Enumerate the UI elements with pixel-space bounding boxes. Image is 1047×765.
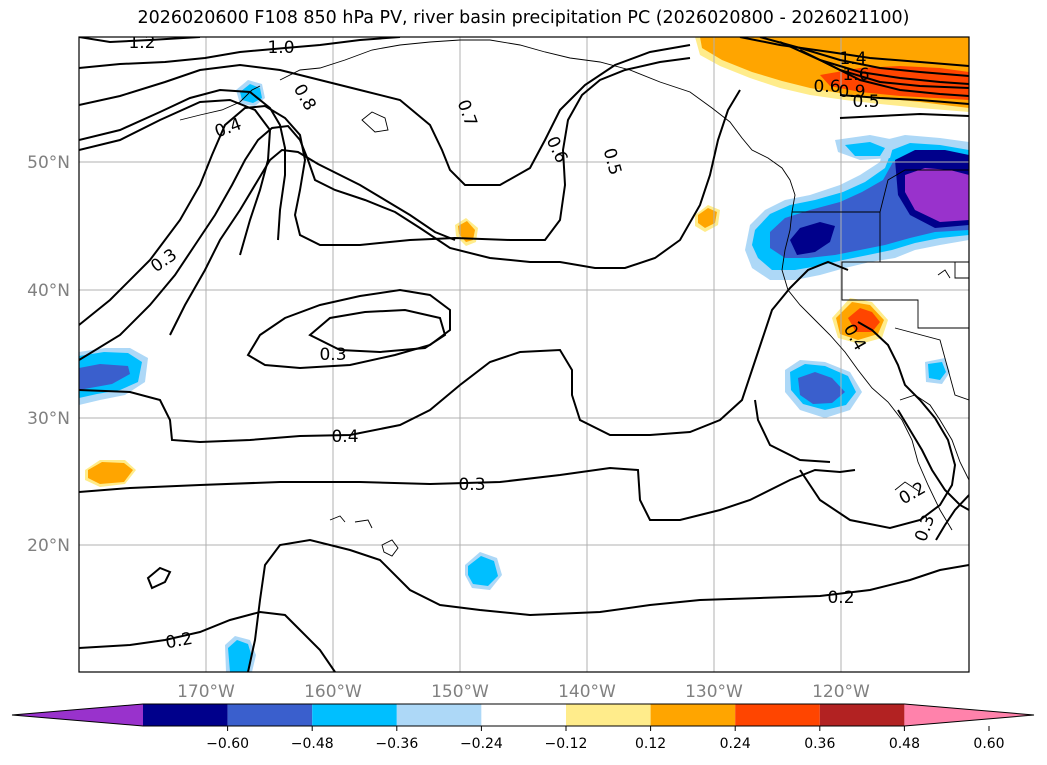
colorbar-tick-label: 0.48 xyxy=(889,736,920,752)
contour-label: 0.7 xyxy=(453,97,481,129)
contour-label: 0.4 xyxy=(331,427,358,447)
colorbar: −0.60 −0.48 −0.36 −0.24 −0.12 0.12 0.24 0.36 0.4… xyxy=(11,703,1035,752)
colorbar-extend-high xyxy=(904,704,1034,726)
colorbar-segment xyxy=(735,704,820,726)
map-frame xyxy=(78,36,970,673)
pv-contours xyxy=(79,37,969,672)
contour-label: 0.3 xyxy=(458,475,485,495)
contour-label: 0.8 xyxy=(289,81,320,114)
contour-label: 1.0 xyxy=(267,38,294,58)
contour-label: 1.4 xyxy=(839,49,866,69)
lon-label: 140°W xyxy=(558,682,616,702)
colorbar-outline xyxy=(11,703,1035,727)
longitude-labels: 170°W 160°W 150°W 140°W 130°W 120°W xyxy=(177,682,870,702)
colorbar-segment xyxy=(566,704,651,726)
colorbar-tick-label: −0.36 xyxy=(375,736,418,752)
contour-label: 0.3 xyxy=(319,345,346,365)
colorbar-extend-low xyxy=(12,704,143,726)
contour-label: 0.9 xyxy=(838,82,865,102)
map-title: 2026020600 F108 850 hPa PV, river basin … xyxy=(137,8,910,28)
contour-labels: 1.2 1.0 0.8 0.4 0.7 0.6 0.5 0.3 0.3 0.4 … xyxy=(128,33,939,653)
colorbar-segment xyxy=(227,704,313,726)
contour-label: 0.2 xyxy=(896,478,929,509)
contour-label: 0.6 xyxy=(813,77,840,97)
contour-label: 0.5 xyxy=(599,146,625,177)
colorbar-tick-label: −0.60 xyxy=(206,736,249,752)
colorbar-tick-label: −0.48 xyxy=(291,736,334,752)
lon-label: 120°W xyxy=(812,682,870,702)
contour-label: 0.5 xyxy=(852,92,879,112)
colorbar-segment xyxy=(396,704,482,726)
contour-label: 1.6 xyxy=(842,65,869,85)
lat-label: 40°N xyxy=(27,281,70,301)
lon-label: 160°W xyxy=(304,682,362,702)
lon-label: 150°W xyxy=(431,682,489,702)
contour-label: 0.2 xyxy=(827,588,854,608)
colorbar-segment xyxy=(650,704,736,726)
lat-label: 30°N xyxy=(27,409,70,429)
contour-label: 0.3 xyxy=(911,512,939,544)
map-content: 1.2 1.0 0.8 0.4 0.7 0.6 0.5 0.3 0.3 0.4 … xyxy=(79,33,969,672)
colorbar-segment xyxy=(143,704,228,726)
contour-label: 1.2 xyxy=(128,33,155,53)
colorbar-tick-label: −0.24 xyxy=(460,736,503,752)
colorbar-segment xyxy=(481,704,566,726)
lat-label: 20°N xyxy=(27,536,70,556)
lat-label: 50°N xyxy=(27,153,70,173)
colorbar-tick-label: 0.24 xyxy=(720,736,751,752)
latitude-labels: 50°N 40°N 30°N 20°N xyxy=(27,153,70,556)
colorbar-segment xyxy=(312,704,397,726)
lon-label: 170°W xyxy=(177,682,235,702)
precip-shading xyxy=(79,37,969,672)
contour-label: 0.4 xyxy=(212,114,244,142)
colorbar-tick-label: −0.12 xyxy=(545,736,588,752)
graticule xyxy=(79,37,969,672)
contour-label: 0.2 xyxy=(164,629,194,653)
colorbar-segment xyxy=(819,704,905,726)
colorbar-tick-label: 0.60 xyxy=(973,736,1004,752)
colorbar-tick-label: 0.36 xyxy=(804,736,835,752)
lon-label: 130°W xyxy=(685,682,743,702)
colorbar-tick-label: 0.12 xyxy=(635,736,666,752)
